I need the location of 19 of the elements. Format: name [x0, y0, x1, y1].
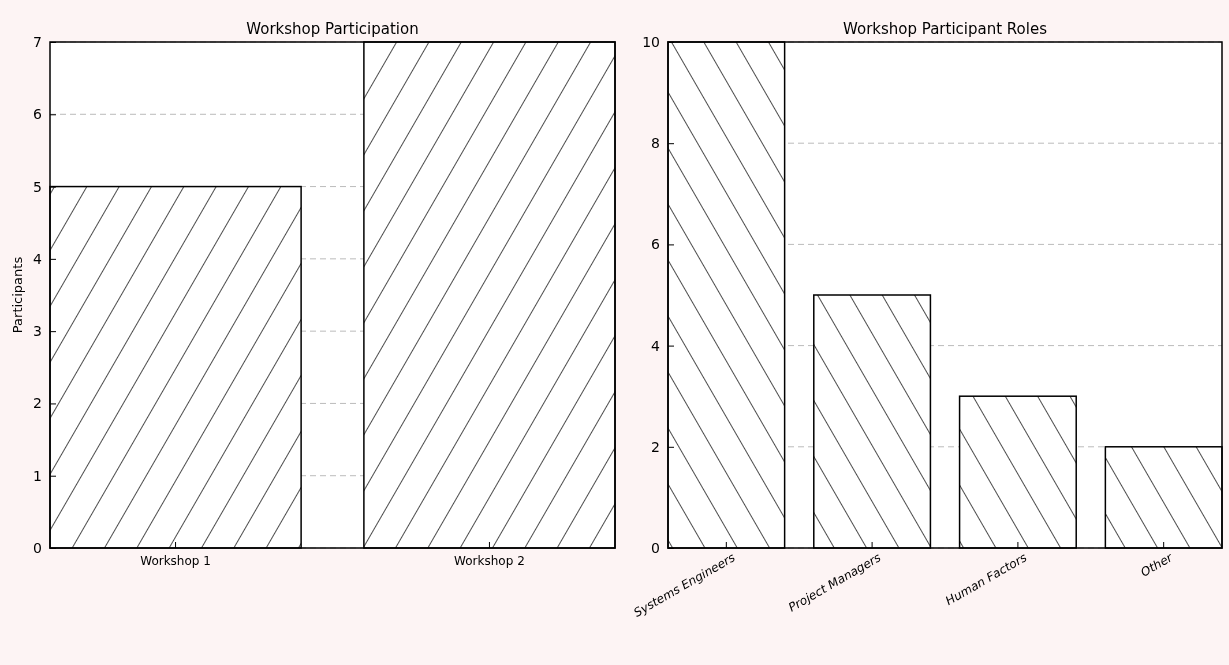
- y-tick-label: 6: [651, 236, 661, 253]
- y-tick-label: 8: [651, 135, 660, 152]
- y-tick-label: 2: [33, 395, 42, 412]
- y-tick-label: 6: [33, 106, 43, 123]
- y-tick-label: 2: [651, 438, 660, 455]
- y-tick-label: 4: [33, 250, 43, 267]
- y-tick-label: 0: [651, 539, 660, 556]
- y-tick-label: 0: [33, 539, 42, 556]
- y-tick-label: 5: [33, 178, 42, 195]
- chart-title: Workshop Participant Roles: [843, 20, 1048, 38]
- y-tick-label: 7: [33, 33, 42, 50]
- y-tick-label: 1: [33, 467, 42, 484]
- x-tick-label: Workshop 2: [454, 553, 525, 568]
- y-axis-title: Participants: [10, 256, 25, 334]
- chart-title: Workshop Participation: [246, 20, 419, 38]
- x-tick-label: Workshop 1: [140, 553, 211, 568]
- y-tick-label: 4: [651, 337, 661, 354]
- y-tick-label: 3: [33, 323, 42, 340]
- y-tick-label: 10: [642, 33, 660, 50]
